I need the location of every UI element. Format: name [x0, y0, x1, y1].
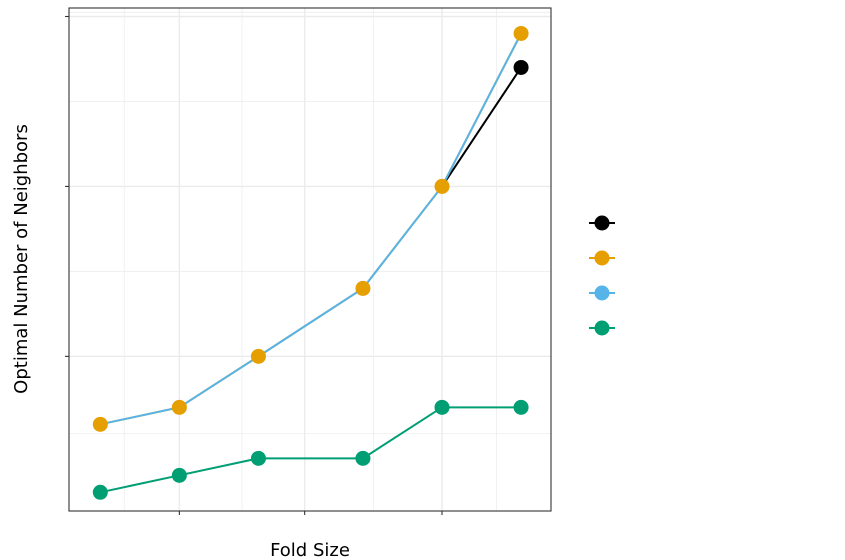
data-point: [434, 178, 450, 194]
grid-lines: [69, 8, 551, 511]
data-point: [513, 25, 529, 41]
series-line-0: [441, 66, 522, 187]
data-point: [92, 416, 108, 432]
data-point: [513, 59, 529, 75]
legend-key-point: [594, 285, 610, 301]
plot-panel: [69, 8, 551, 511]
legend: [589, 215, 615, 336]
data-point: [171, 467, 187, 483]
series-line-2: [100, 33, 522, 426]
data-point: [250, 348, 266, 364]
data-point: [355, 450, 371, 466]
data-point: [92, 484, 108, 500]
y-axis-title: Optimal Number of Neighbors: [11, 124, 32, 394]
data-point: [250, 450, 266, 466]
y-axis: [65, 15, 69, 357]
data-point: [434, 399, 450, 415]
data-point: [513, 399, 529, 415]
x-axis: [178, 511, 443, 515]
legend-key-point: [594, 250, 610, 266]
series-lines: [100, 33, 522, 494]
series-points: [92, 25, 529, 500]
data-point: [171, 399, 187, 415]
plot-area: [68, 7, 552, 512]
data-point: [355, 280, 371, 296]
plot-border: [68, 7, 552, 512]
series-line-3: [100, 406, 522, 494]
legend-key-point: [594, 215, 610, 231]
x-axis-title: Fold Size: [270, 540, 350, 560]
legend-key-point: [594, 320, 610, 336]
